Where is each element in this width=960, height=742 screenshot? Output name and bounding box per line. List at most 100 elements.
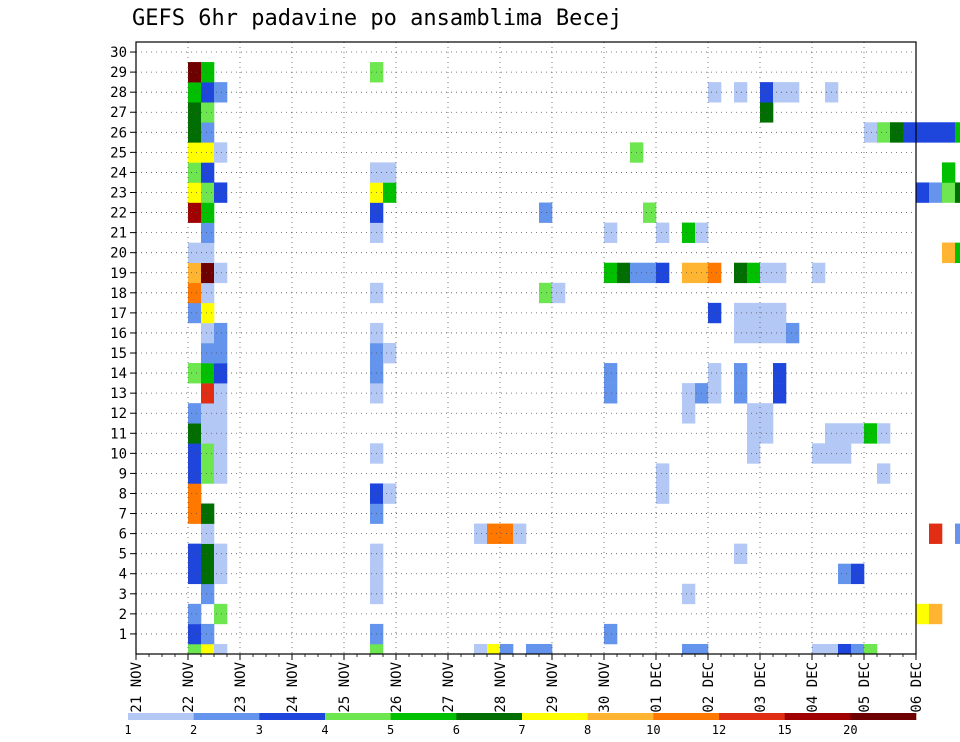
cell-39-22 (643, 202, 657, 223)
x-tick-label: 28 NOV (493, 661, 509, 712)
cell-5-24 (201, 162, 215, 183)
cell-46-5 (734, 543, 748, 565)
x-axis: 21 NOV 22 NOV 23 NOV 24 NOV 25 NOV 26 NOV 27 N… (129, 654, 925, 713)
y-axis: 1234567891011121314151617181920212223242… (110, 45, 136, 643)
colorbar-label: 12 (712, 723, 726, 737)
cell-4-8 (188, 483, 202, 504)
colorbar-segment (193, 713, 260, 720)
cell-46-17 (734, 302, 748, 324)
cell-42-3 (682, 583, 696, 605)
cell-28-0 (500, 643, 514, 655)
y-tick-label: 6 (119, 527, 127, 543)
cell-59-26 (903, 122, 917, 143)
cell-56-26 (864, 122, 878, 143)
cell-6-2 (214, 603, 228, 625)
colorbar-label: 3 (256, 723, 263, 737)
colorbar-label: 6 (453, 723, 460, 737)
y-tick-label: 13 (110, 386, 127, 402)
cell-31-18 (539, 282, 553, 304)
cell-42-13 (682, 383, 696, 404)
cell-26-6 (474, 523, 488, 544)
cell-4-20 (188, 242, 202, 264)
cell-26-0 (474, 643, 488, 655)
cell-4-2 (188, 603, 202, 625)
y-tick-label: 3 (119, 587, 127, 603)
cell-47-10 (747, 443, 761, 464)
cell-5-29 (201, 62, 215, 83)
cell-50-28 (786, 82, 800, 103)
cell-5-6 (201, 523, 215, 544)
cell-42-12 (682, 403, 696, 424)
cell-4-11 (188, 423, 202, 444)
y-tick-label: 19 (110, 266, 127, 282)
cell-6-28 (214, 82, 228, 103)
cell-4-14 (188, 363, 202, 384)
colorbar: 1 2 3 4 5 6 7 8 10 12 15 20 (124, 713, 917, 737)
colorbar-segment (587, 713, 654, 720)
y-tick-label: 22 (110, 206, 127, 222)
cell-6-11 (214, 423, 228, 444)
cell-5-18 (201, 282, 215, 304)
cell-46-16 (734, 322, 748, 344)
cell-36-19 (604, 262, 618, 284)
x-tick-label: 02 DEC (701, 662, 717, 713)
cell-5-12 (201, 403, 215, 424)
cell-49-28 (773, 82, 787, 103)
cell-61-26 (929, 122, 943, 143)
y-tick-label: 7 (119, 507, 127, 523)
cell-39-19 (643, 262, 657, 284)
cell-40-21 (656, 222, 670, 243)
cell-4-25 (188, 142, 202, 163)
x-tick-label: 25 NOV (337, 661, 353, 712)
cell-49-17 (773, 302, 787, 324)
cell-6-0 (214, 643, 228, 655)
cell-49-13 (773, 383, 787, 404)
cell-60-26 (916, 122, 930, 143)
cell-49-16 (773, 322, 787, 344)
colorbar-segment (390, 713, 457, 720)
cell-19-23 (383, 182, 397, 203)
cell-31-22 (539, 202, 553, 223)
cell-47-19 (747, 262, 761, 284)
x-tick-label: 26 NOV (389, 661, 405, 712)
cell-5-22 (201, 202, 215, 223)
cell-36-14 (604, 363, 618, 384)
cell-6-15 (214, 342, 228, 364)
cell-4-18 (188, 282, 202, 304)
cell-36-21 (604, 222, 618, 243)
colorbar-segment (128, 713, 194, 720)
cell-6-25 (214, 142, 228, 163)
colorbar-label: 10 (646, 723, 660, 737)
cell-55-4 (851, 563, 865, 585)
cell-4-24 (188, 162, 202, 183)
cell-19-8 (383, 483, 397, 504)
y-tick-label: 1 (119, 627, 127, 643)
cell-63-6 (955, 523, 960, 544)
y-tick-label: 17 (110, 306, 127, 322)
cell-42-0 (682, 643, 696, 655)
cell-4-1 (188, 623, 202, 645)
x-tick-label: 30 NOV (597, 661, 613, 712)
cell-4-9 (188, 463, 202, 484)
grid-layer (136, 42, 916, 654)
cell-61-6 (929, 523, 943, 544)
cell-5-26 (201, 122, 215, 143)
colorbar-segment (325, 713, 391, 720)
cell-57-11 (877, 423, 891, 444)
cell-36-1 (604, 623, 618, 645)
cell-47-17 (747, 302, 761, 324)
cell-54-11 (838, 423, 852, 444)
cell-5-3 (201, 583, 215, 605)
y-tick-label: 26 (110, 125, 127, 141)
y-tick-label: 15 (110, 346, 127, 362)
x-tick-label: 05 DEC (857, 662, 873, 713)
cell-63-26 (955, 122, 960, 143)
y-tick-label: 18 (110, 286, 127, 302)
cell-4-5 (188, 543, 202, 565)
colorbar-label: 5 (387, 723, 394, 737)
cell-5-19 (201, 262, 215, 284)
cell-6-4 (214, 563, 228, 585)
cell-4-17 (188, 302, 202, 324)
cell-6-23 (214, 182, 228, 203)
x-tick-label: 22 NOV (181, 661, 197, 712)
